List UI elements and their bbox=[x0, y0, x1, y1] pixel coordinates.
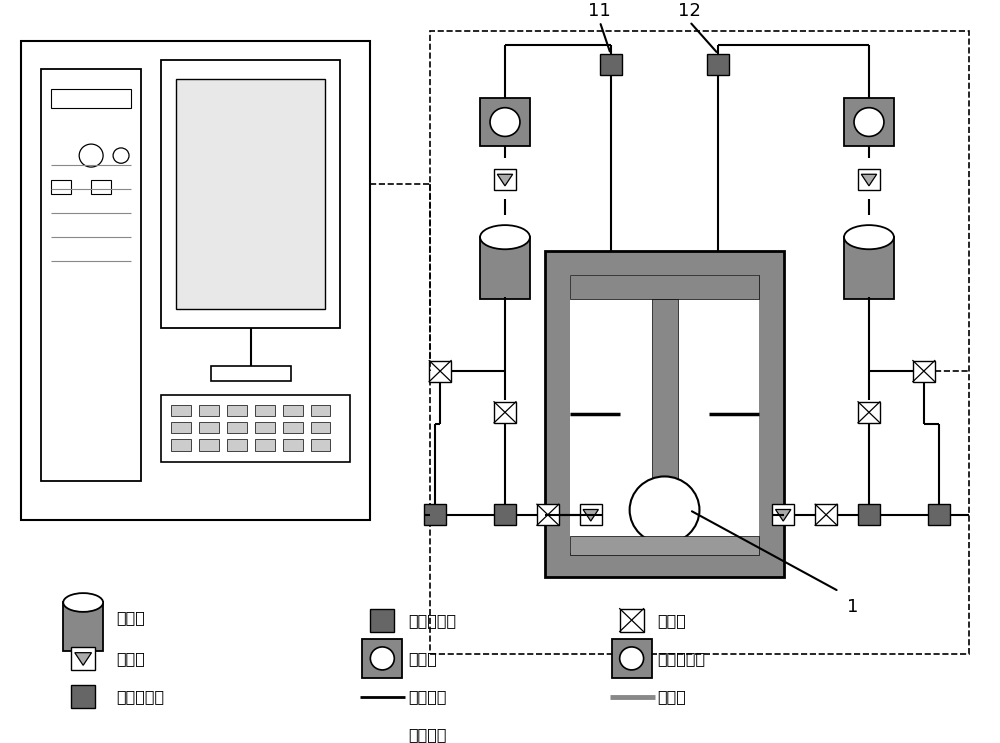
Text: 12: 12 bbox=[678, 1, 701, 19]
Text: 1: 1 bbox=[847, 598, 858, 616]
Text: 控制阀: 控制阀 bbox=[658, 613, 686, 628]
Bar bbox=[255, 405, 275, 416]
Text: 真空泵: 真空泵 bbox=[408, 651, 437, 666]
Bar bbox=[227, 422, 247, 433]
Text: 气体管路: 气体管路 bbox=[408, 690, 447, 704]
Ellipse shape bbox=[480, 225, 530, 249]
Text: 数显压力表: 数显压力表 bbox=[408, 613, 456, 628]
Bar bbox=[844, 237, 894, 299]
Polygon shape bbox=[776, 510, 791, 521]
Bar bbox=[51, 88, 131, 108]
Circle shape bbox=[854, 108, 884, 137]
Text: 缓冲罐: 缓冲罐 bbox=[116, 610, 145, 625]
Bar bbox=[51, 180, 71, 194]
Bar bbox=[283, 439, 303, 450]
Bar bbox=[480, 237, 530, 299]
Text: 11: 11 bbox=[588, 1, 611, 19]
Bar bbox=[537, 504, 559, 525]
Polygon shape bbox=[861, 175, 877, 186]
Text: 温度计: 温度计 bbox=[658, 690, 686, 704]
Bar bbox=[772, 504, 794, 525]
Bar bbox=[71, 685, 95, 708]
Circle shape bbox=[620, 647, 644, 670]
Bar bbox=[255, 422, 275, 433]
Text: 通信线缆: 通信线缆 bbox=[408, 727, 447, 742]
Bar bbox=[494, 504, 516, 525]
Polygon shape bbox=[583, 510, 598, 521]
Bar bbox=[430, 31, 969, 654]
Bar bbox=[545, 251, 784, 577]
Bar bbox=[928, 504, 950, 525]
Bar bbox=[620, 609, 644, 632]
Bar bbox=[815, 504, 837, 525]
Bar bbox=[612, 639, 652, 678]
Bar bbox=[91, 180, 111, 194]
Bar bbox=[171, 439, 191, 450]
Bar bbox=[424, 504, 446, 525]
Bar bbox=[63, 603, 103, 651]
Bar bbox=[362, 639, 402, 678]
Bar bbox=[311, 405, 330, 416]
Ellipse shape bbox=[844, 225, 894, 249]
Bar bbox=[255, 439, 275, 450]
Text: 单向阀: 单向阀 bbox=[116, 651, 145, 666]
Bar bbox=[858, 402, 880, 423]
Bar bbox=[570, 276, 759, 299]
Bar bbox=[21, 41, 370, 519]
Bar bbox=[858, 169, 880, 190]
Bar bbox=[913, 360, 935, 382]
Bar bbox=[171, 405, 191, 416]
Bar bbox=[41, 69, 141, 481]
Bar bbox=[161, 395, 350, 462]
Bar bbox=[227, 405, 247, 416]
Ellipse shape bbox=[63, 593, 103, 612]
Circle shape bbox=[630, 476, 699, 543]
Bar bbox=[494, 169, 516, 190]
Bar bbox=[570, 536, 759, 555]
Bar bbox=[580, 504, 602, 525]
Text: 空气压缩泵: 空气压缩泵 bbox=[658, 651, 706, 666]
Bar bbox=[707, 54, 729, 75]
Bar bbox=[494, 402, 516, 423]
Bar bbox=[480, 98, 530, 146]
Bar bbox=[570, 276, 759, 553]
Bar bbox=[283, 422, 303, 433]
Bar bbox=[211, 366, 291, 380]
Bar bbox=[171, 422, 191, 433]
Circle shape bbox=[370, 647, 394, 670]
Bar bbox=[199, 422, 219, 433]
Bar bbox=[858, 504, 880, 525]
Bar bbox=[199, 439, 219, 450]
Bar bbox=[227, 439, 247, 450]
Bar bbox=[844, 98, 894, 146]
Bar bbox=[311, 439, 330, 450]
Bar bbox=[311, 422, 330, 433]
Bar bbox=[176, 79, 325, 309]
Bar bbox=[652, 299, 678, 553]
Bar bbox=[283, 405, 303, 416]
Circle shape bbox=[490, 108, 520, 137]
Bar bbox=[429, 360, 451, 382]
Polygon shape bbox=[497, 175, 513, 186]
Bar bbox=[71, 647, 95, 670]
Text: 数显流量计: 数显流量计 bbox=[116, 690, 164, 704]
Bar bbox=[370, 609, 394, 632]
Bar bbox=[161, 59, 340, 328]
Polygon shape bbox=[75, 652, 92, 665]
Bar bbox=[600, 54, 622, 75]
Bar bbox=[199, 405, 219, 416]
